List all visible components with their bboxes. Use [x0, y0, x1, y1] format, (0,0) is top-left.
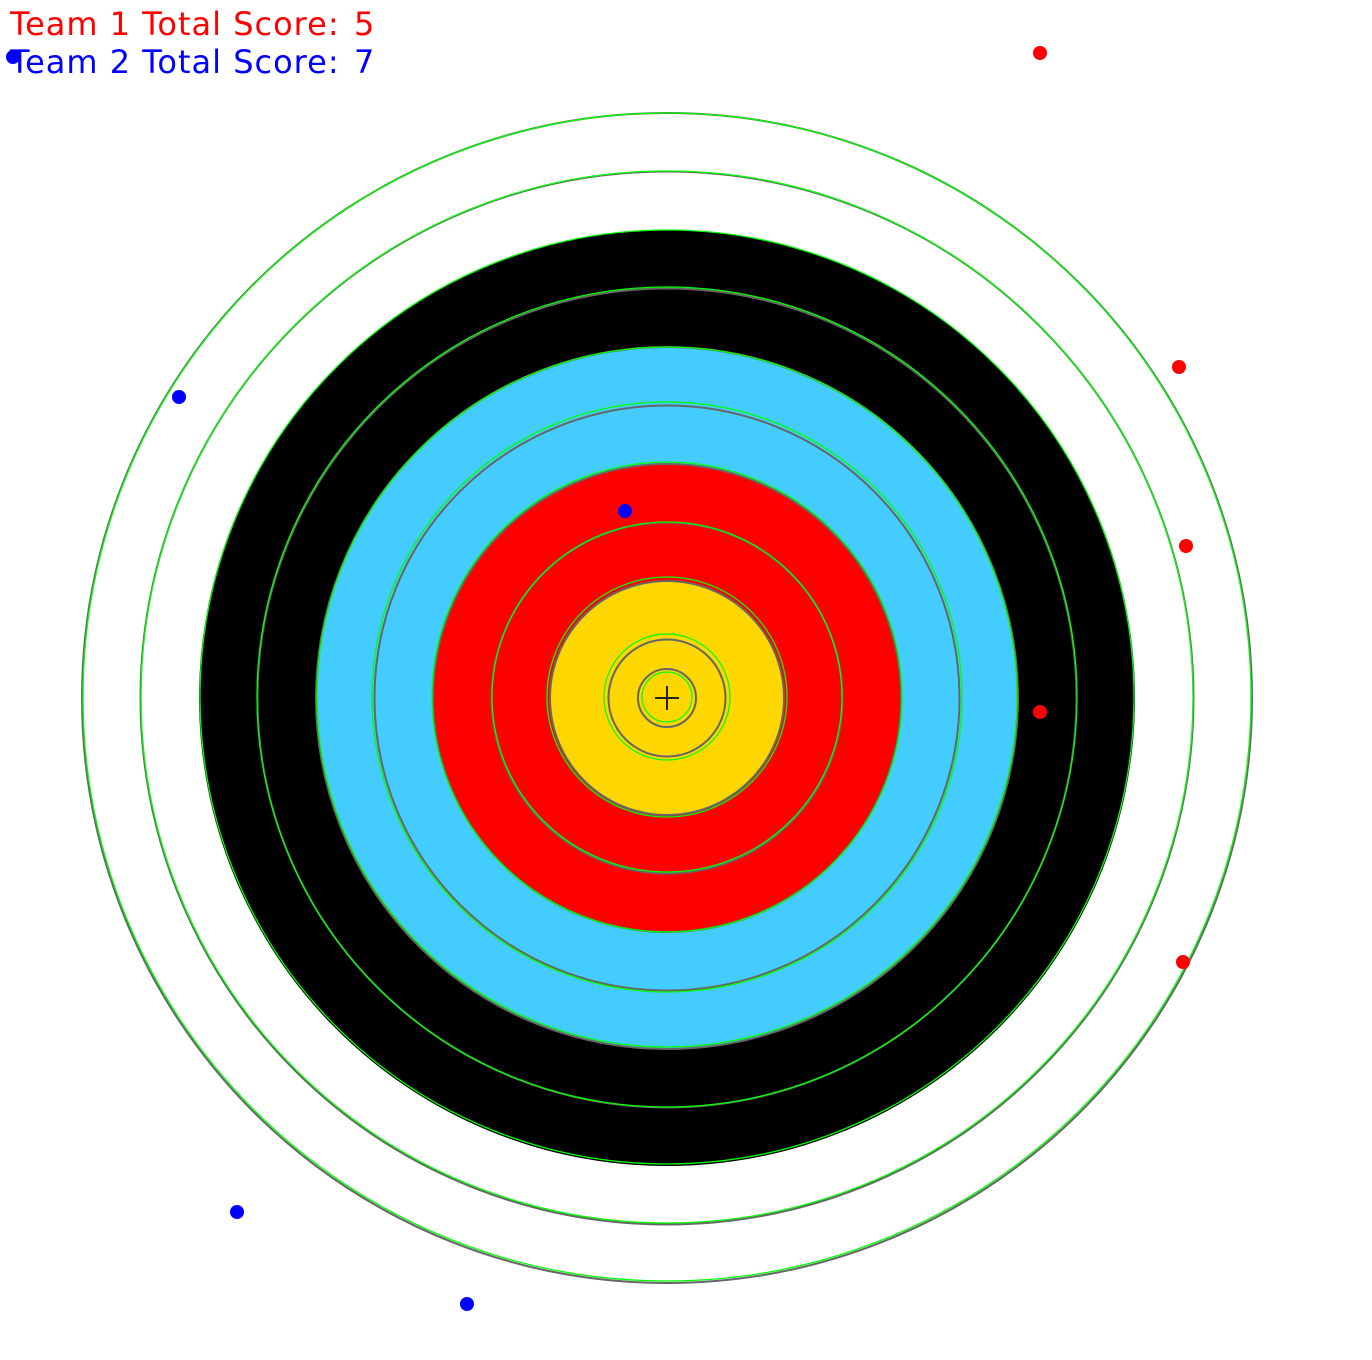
- team2-hit-marker: [172, 390, 186, 404]
- team2-score-label: Team 2 Total Score:: [10, 43, 340, 81]
- detection-outline-10: [603, 633, 731, 761]
- target-x-ring: [637, 668, 697, 728]
- team1-hit-marker: [1179, 539, 1193, 553]
- detection-outline-11: [641, 671, 693, 723]
- team2-total-score: Team 2 Total Score: 7: [10, 44, 375, 80]
- team1-score-label: Team 1 Total Score:: [10, 5, 340, 43]
- detection-outline-4: [256, 286, 1078, 1108]
- team1-total-score: Team 1 Total Score: 5: [10, 6, 375, 42]
- team2-score-value: 7: [353, 43, 376, 81]
- team1-hit-marker: [1176, 955, 1190, 969]
- detection-outline-9: [546, 576, 788, 818]
- team1-hit-marker: [1033, 705, 1047, 719]
- team1-score-value: 5: [353, 5, 376, 43]
- detection-outline-3: [199, 229, 1135, 1165]
- crosshair-icon: [655, 686, 679, 710]
- detection-outline-5: [316, 346, 1018, 1048]
- team2-hit-marker: [230, 1205, 244, 1219]
- ring-detection-outlines: [82, 112, 1252, 1282]
- detection-outline-1: [82, 112, 1252, 1282]
- detection-outline-6: [371, 401, 963, 993]
- team1-hit-marker: [1172, 360, 1186, 374]
- team2-hit-marker: [460, 1297, 474, 1311]
- team2-hit-marker: [618, 504, 632, 518]
- detection-outline-8: [491, 521, 843, 873]
- detection-outline-7: [431, 461, 903, 933]
- arrow-hits: [6, 46, 1193, 1311]
- team1-hit-marker: [1033, 46, 1047, 60]
- detection-outline-2: [140, 170, 1194, 1224]
- team2-hit-marker: [6, 50, 20, 64]
